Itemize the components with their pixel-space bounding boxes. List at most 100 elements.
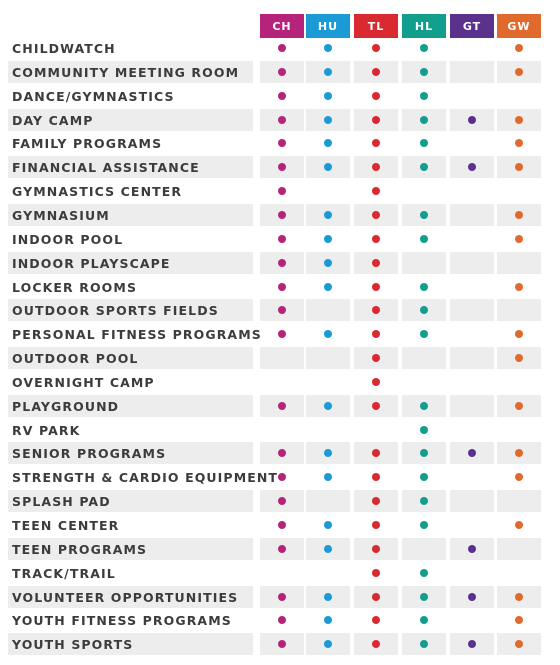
cell-ch	[260, 490, 304, 513]
cell-gt	[450, 347, 494, 370]
column-header-gt: GT	[450, 14, 494, 38]
cell-gw	[497, 180, 541, 202]
cell-gt	[450, 394, 494, 417]
availability-dot	[372, 544, 380, 553]
cell-gw	[497, 514, 541, 536]
cell-hu	[306, 490, 350, 513]
availability-dot	[324, 330, 332, 339]
row-label: SENIOR PROGRAMS	[12, 446, 167, 462]
cell-hl	[402, 490, 446, 513]
availability-dot	[372, 568, 380, 577]
row-stripe	[8, 251, 253, 274]
cell-ch	[260, 180, 304, 202]
cell-gt	[450, 108, 494, 131]
cell-hl	[402, 466, 446, 488]
row-label: FAMILY PROGRAMS	[12, 136, 163, 152]
availability-dot	[278, 616, 286, 625]
cell-hu	[306, 537, 350, 560]
row-label: PLAYGROUND	[12, 398, 120, 414]
cell-gt	[450, 562, 494, 584]
row-label: FINANCIAL ASSISTANCE	[12, 160, 200, 176]
row-label: DAY CAMP	[12, 112, 94, 128]
cell-tl	[354, 562, 398, 584]
availability-dot	[372, 44, 380, 52]
availability-dot	[278, 306, 286, 315]
cell-hl	[402, 276, 446, 298]
cell-ch	[260, 466, 304, 488]
availability-dot	[324, 592, 332, 601]
availability-dot	[372, 497, 380, 506]
cell-gt	[450, 251, 494, 274]
row-stripe	[8, 156, 253, 179]
availability-dot	[278, 67, 286, 76]
cell-hl	[402, 228, 446, 250]
cell-tl	[354, 371, 398, 393]
cell-hl	[402, 156, 446, 179]
availability-dot	[278, 592, 286, 601]
availability-dot	[420, 91, 428, 100]
table-row: OUTDOOR SPORTS FIELDS	[0, 299, 560, 323]
availability-dot	[515, 616, 523, 625]
availability-dot	[372, 377, 380, 386]
cell-gt	[450, 228, 494, 250]
cell-gw	[497, 108, 541, 131]
row-label: SPLASH PAD	[12, 494, 111, 510]
availability-dot	[468, 544, 476, 553]
availability-dot	[324, 544, 332, 553]
cell-tl	[354, 490, 398, 513]
cell-gt	[450, 609, 494, 631]
table-row: PERSONAL FITNESS PROGRAMS	[0, 323, 560, 347]
cell-gw	[497, 490, 541, 513]
availability-dot	[515, 163, 523, 172]
cell-hl	[402, 371, 446, 393]
availability-dot	[420, 473, 428, 482]
cell-gt	[450, 466, 494, 488]
column-header-tl: TL	[354, 14, 398, 38]
availability-dot	[372, 282, 380, 291]
cell-ch	[260, 562, 304, 584]
availability-dot	[324, 640, 332, 649]
row-stripe	[8, 394, 253, 417]
cell-gt	[450, 180, 494, 202]
table-row: TEEN PROGRAMS	[0, 537, 560, 562]
cell-hu	[306, 585, 350, 608]
cell-hl	[402, 633, 446, 656]
cell-ch	[260, 347, 304, 370]
cell-gt	[450, 132, 494, 154]
availability-dot	[372, 139, 380, 148]
row-label: COMMUNITY MEETING ROOM	[12, 64, 240, 80]
cell-gw	[497, 442, 541, 465]
row-label: TRACK/TRAIL	[12, 565, 116, 581]
availability-dot	[372, 91, 380, 100]
availability-dot	[372, 306, 380, 315]
cell-hu	[306, 347, 350, 370]
availability-dot	[278, 234, 286, 243]
row-label: VOLUNTEER OPPORTUNITIES	[12, 589, 239, 605]
table-row: SENIOR PROGRAMS	[0, 442, 560, 466]
availability-dot	[420, 282, 428, 291]
cell-hu	[306, 203, 350, 226]
cell-hu	[306, 276, 350, 298]
row-label: INDOOR PLAYSCAPE	[12, 255, 171, 271]
column-header-gw: GW	[497, 14, 541, 38]
availability-dot	[372, 473, 380, 482]
cell-gw	[497, 419, 541, 441]
table-row: LOCKER ROOMS	[0, 276, 560, 300]
table-row: OVERNIGHT CAMP	[0, 371, 560, 395]
cell-gt	[450, 85, 494, 107]
availability-dot	[515, 234, 523, 243]
row-label: OUTDOOR POOL	[12, 351, 139, 367]
availability-dot	[515, 449, 523, 458]
cell-gt	[450, 490, 494, 513]
cell-gt	[450, 633, 494, 656]
availability-dot	[468, 592, 476, 601]
cell-gw	[497, 132, 541, 154]
row-stripe	[8, 585, 253, 608]
row-stripe	[8, 537, 253, 560]
cell-tl	[354, 633, 398, 656]
cell-hl	[402, 562, 446, 584]
row-label: TEEN PROGRAMS	[12, 541, 148, 557]
availability-dot	[515, 330, 523, 339]
cell-hu	[306, 394, 350, 417]
availability-dot	[372, 115, 380, 124]
